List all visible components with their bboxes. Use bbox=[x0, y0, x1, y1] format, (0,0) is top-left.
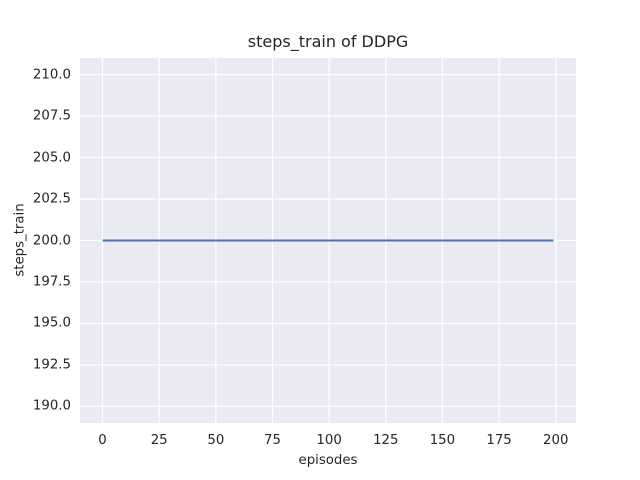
x-tick-label: 0 bbox=[98, 433, 107, 448]
y-tick-label: 195.0 bbox=[32, 315, 71, 331]
y-tick-label: 207.5 bbox=[32, 108, 71, 124]
x-tick-label: 175 bbox=[486, 433, 512, 448]
x-tick-label: 100 bbox=[316, 433, 342, 448]
x-tick-label: 150 bbox=[429, 433, 456, 448]
x-tick-label: 125 bbox=[373, 433, 399, 448]
y-tick-label: 197.5 bbox=[32, 274, 71, 290]
plot-canvas bbox=[80, 58, 576, 423]
plot-area bbox=[80, 58, 576, 423]
y-tick-label: 202.5 bbox=[32, 191, 71, 207]
y-tick-label: 192.5 bbox=[32, 357, 71, 373]
x-tick-label: 200 bbox=[543, 433, 569, 448]
y-tick-label: 205.0 bbox=[32, 150, 71, 166]
y-tick-label: 210.0 bbox=[32, 67, 71, 83]
x-tick-label: 25 bbox=[150, 433, 168, 448]
x-tick-label: 50 bbox=[207, 433, 225, 448]
x-tick-label: 75 bbox=[264, 433, 281, 448]
x-axis-label: episodes bbox=[298, 453, 358, 468]
y-tick-label: 190.0 bbox=[32, 398, 71, 414]
y-axis-label: steps_train bbox=[12, 203, 28, 277]
y-tick-label: 200.0 bbox=[32, 233, 71, 248]
chart-title: steps_train of DDPG bbox=[247, 32, 409, 51]
